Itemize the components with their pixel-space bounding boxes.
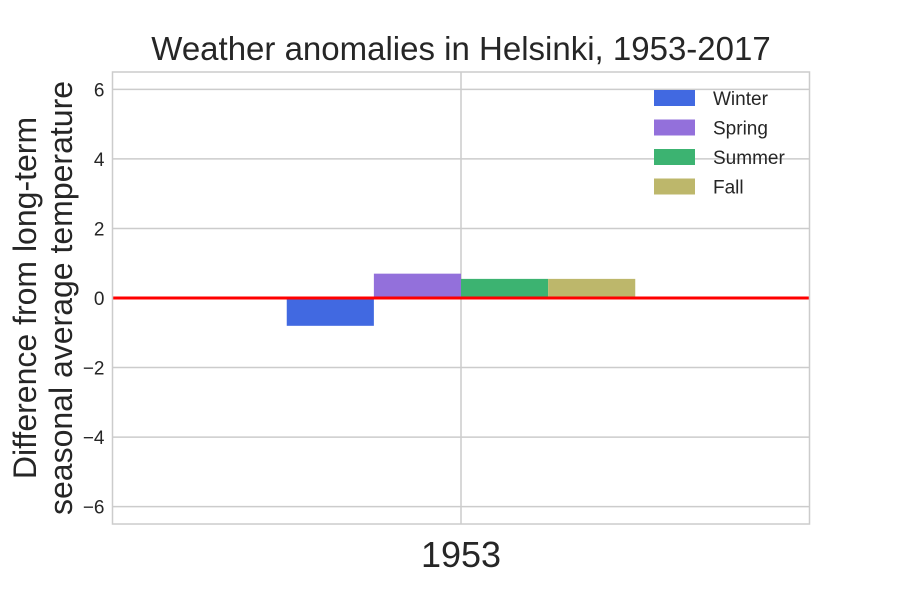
bar-summer [461,278,549,298]
plot-frame [111,71,811,525]
y-axis-label-line-1: Difference from long-term [7,117,43,479]
legend-label-summer: Summer [713,148,785,169]
y-tick-label: −4 [83,428,105,449]
legend-swatch-fall [654,178,695,195]
y-tick-label: 6 [94,80,105,101]
x-tick-label: 1953 [421,534,501,575]
bar-spring [373,273,461,298]
legend-label-spring: Spring [713,119,768,140]
legend-label-winter: Winter [713,89,769,110]
y-tick-label: 2 [94,219,105,240]
legend-swatch-summer [654,149,695,165]
y-tick-label: 0 [94,289,105,310]
y-tick-label: −6 [83,498,105,519]
bar-fall [548,278,636,298]
y-tick-labels: −6 −4 −2 0 2 4 6 [83,80,105,518]
legend-swatch-winter [654,90,695,106]
x-tick-labels: 1953 [421,534,501,575]
y-tick-label: −2 [83,359,105,380]
chart-title: Weather anomalies in Helsinki, 1953-2017 [151,30,770,67]
legend: Winter Spring Summer Fall [654,89,785,199]
y-tick-label: 4 [94,150,105,171]
legend-swatch-spring [654,119,695,136]
legend-label-fall: Fall [713,178,744,199]
bar-winter [286,298,374,326]
bars [286,273,636,326]
y-axis-label-line-2: seasonal average temperature [43,81,79,515]
